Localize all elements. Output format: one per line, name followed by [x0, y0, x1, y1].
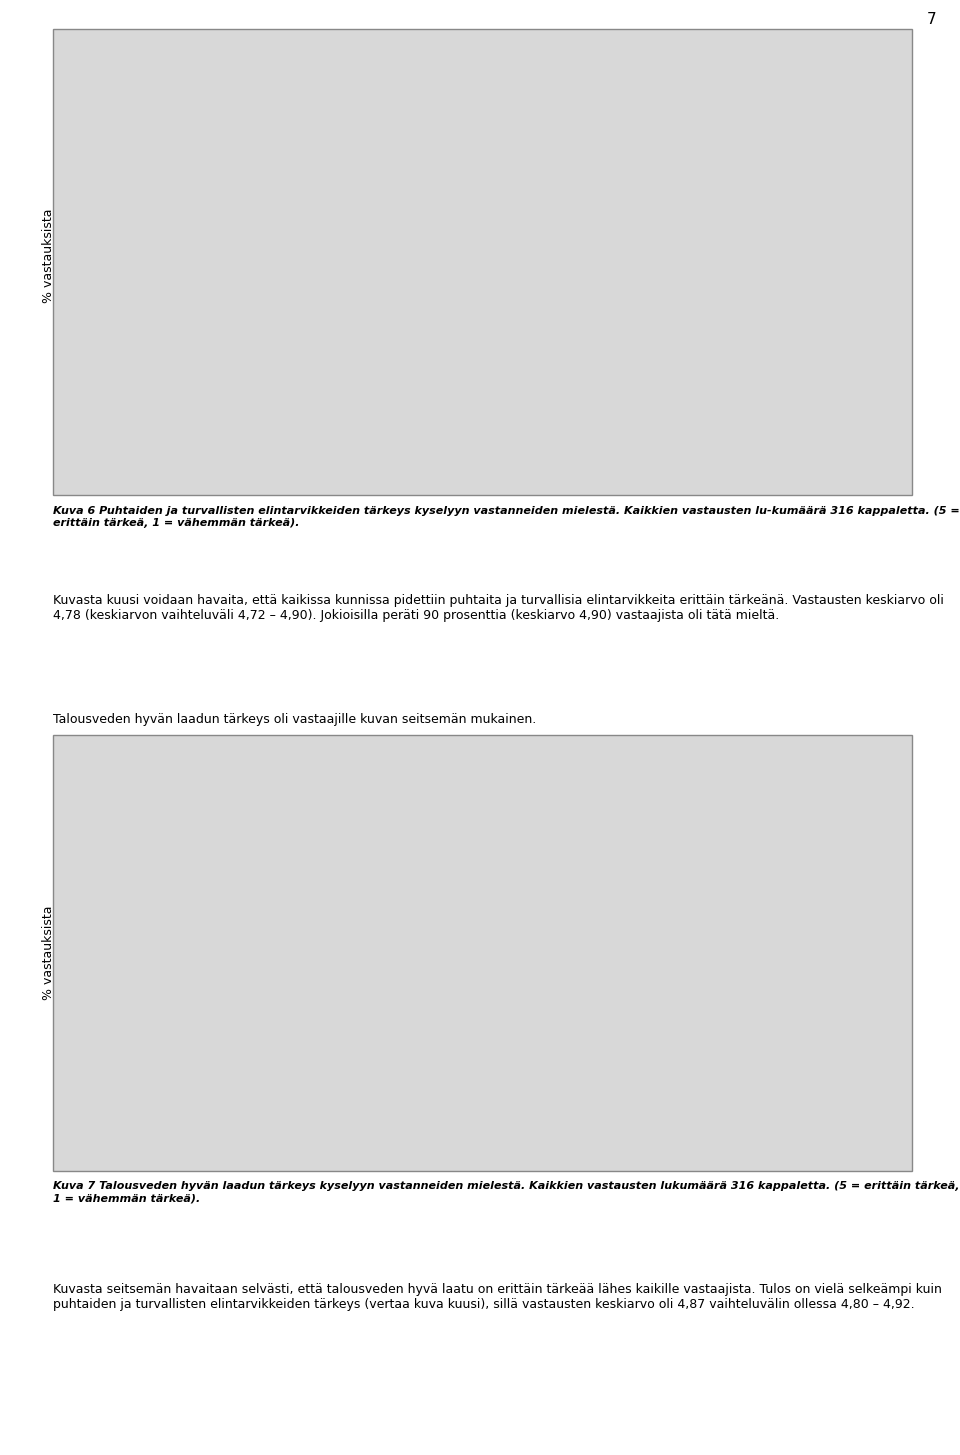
Bar: [249, 1110, 318, 1138]
Bar: [709, 454, 779, 458]
Legend: 5, 4, 3, 2, 1: 5, 4, 3, 2, 1: [815, 851, 863, 965]
Bar: [133, 451, 203, 454]
Legend: 5, 4, 3, 2, 1: 5, 4, 3, 2, 1: [815, 151, 863, 263]
Text: Kuvasta seitsemän havaitaan selvästi, että talousveden hyvä laatu on erittäin tä: Kuvasta seitsemän havaitaan selvästi, et…: [53, 1283, 942, 1311]
Text: 95: 95: [506, 952, 521, 965]
Text: 90: 90: [276, 246, 291, 259]
Text: 92: 92: [276, 946, 291, 959]
Bar: [594, 1120, 663, 1131]
Bar: [594, 439, 663, 451]
Text: 5: 5: [164, 436, 172, 447]
Text: 12: 12: [737, 416, 751, 426]
Text: 13: 13: [507, 410, 520, 420]
Text: 1: 1: [165, 1131, 171, 1141]
Bar: [364, 375, 433, 451]
Bar: [249, 84, 318, 420]
Text: 9: 9: [164, 410, 172, 420]
Bar: [364, 84, 433, 375]
Bar: [249, 794, 318, 1110]
Text: 83: 83: [506, 228, 521, 242]
Bar: [594, 1107, 663, 1120]
Bar: [479, 1135, 548, 1138]
Bar: [709, 399, 779, 444]
Text: 10: 10: [276, 435, 290, 445]
Text: 91: 91: [621, 944, 636, 957]
Bar: [709, 1135, 779, 1138]
Text: 3: 3: [510, 1120, 517, 1131]
Bar: [709, 84, 779, 399]
Text: 92: 92: [736, 946, 752, 959]
Bar: [133, 1125, 203, 1131]
Bar: [479, 80, 548, 391]
Text: 78: 78: [391, 224, 406, 236]
Bar: [133, 432, 203, 451]
Text: 2: 2: [165, 1128, 171, 1138]
Text: Kuva 6 Puhtaiden ja turvallisten elintarvikkeiden tärkeys kyselyyn vastanneiden : Kuva 6 Puhtaiden ja turvallisten elintar…: [53, 506, 960, 528]
Text: 84: 84: [160, 234, 176, 247]
Bar: [594, 84, 663, 402]
Bar: [709, 444, 779, 454]
Bar: [479, 391, 548, 439]
Text: 3: 3: [625, 1120, 633, 1131]
Bar: [364, 794, 433, 1103]
Text: Kuva 7 Talousveden hyvän laadun tärkeys kyselyyn vastanneiden mielestä. Kaikkien: Kuva 7 Talousveden hyvän laadun tärkeys …: [53, 1181, 959, 1203]
Text: 2: 2: [165, 448, 171, 458]
Text: 2: 2: [395, 450, 402, 460]
Bar: [364, 451, 433, 458]
Bar: [709, 1113, 779, 1131]
Text: 3: 3: [164, 1115, 172, 1123]
Text: 90: 90: [391, 943, 406, 956]
Bar: [133, 454, 203, 458]
Bar: [594, 402, 663, 439]
Bar: [249, 420, 318, 458]
Text: Kuvasta kuusi voidaan havaita, että kaikissa kunnissa pidettiin puhtaita ja turv: Kuvasta kuusi voidaan havaita, että kaik…: [53, 594, 944, 621]
Y-axis label: % vastauksista: % vastauksista: [42, 210, 56, 303]
Bar: [594, 794, 663, 1107]
Bar: [709, 1110, 779, 1113]
Bar: [479, 1120, 548, 1131]
Bar: [133, 1113, 203, 1125]
Text: 10: 10: [622, 416, 636, 426]
Text: 20: 20: [392, 409, 405, 419]
Bar: [709, 1131, 779, 1135]
Title: Turvallisten elintarvikkeiden tärkeys: Turvallisten elintarvikkeiden tärkeys: [271, 29, 641, 47]
Text: 5: 5: [740, 1117, 748, 1128]
Text: 3: 3: [740, 444, 748, 454]
Bar: [133, 399, 203, 432]
Text: 2: 2: [626, 450, 632, 460]
Bar: [709, 794, 779, 1110]
Text: 2: 2: [164, 1122, 172, 1132]
Bar: [133, 1135, 203, 1138]
Text: 1: 1: [165, 451, 171, 461]
Bar: [133, 794, 203, 1113]
Text: 93: 93: [160, 947, 176, 960]
Text: 4: 4: [625, 1109, 633, 1119]
Text: 85: 85: [621, 237, 636, 249]
Text: 8: 8: [279, 1119, 287, 1129]
Bar: [479, 439, 548, 458]
Text: 10: 10: [392, 1116, 405, 1126]
Bar: [594, 1131, 663, 1138]
Title: Talousveden hyvän laadun tärkeys: Talousveden hyvän laadun tärkeys: [281, 742, 631, 760]
Text: Talousveden hyvän laadun tärkeys oli vastaajille kuvan seitsemän mukainen.: Talousveden hyvän laadun tärkeys oli vas…: [53, 713, 536, 726]
Bar: [479, 794, 548, 1120]
Bar: [133, 1131, 203, 1135]
Bar: [594, 451, 663, 458]
Text: 84: 84: [736, 234, 752, 247]
Bar: [364, 1103, 433, 1138]
Bar: [133, 84, 203, 399]
Text: 3: 3: [625, 441, 633, 450]
Text: 7: 7: [926, 12, 936, 26]
Y-axis label: % vastauksista: % vastauksista: [42, 905, 56, 1000]
Text: 5: 5: [510, 444, 517, 454]
Text: 3: 3: [626, 1129, 632, 1139]
Bar: [479, 1131, 548, 1135]
